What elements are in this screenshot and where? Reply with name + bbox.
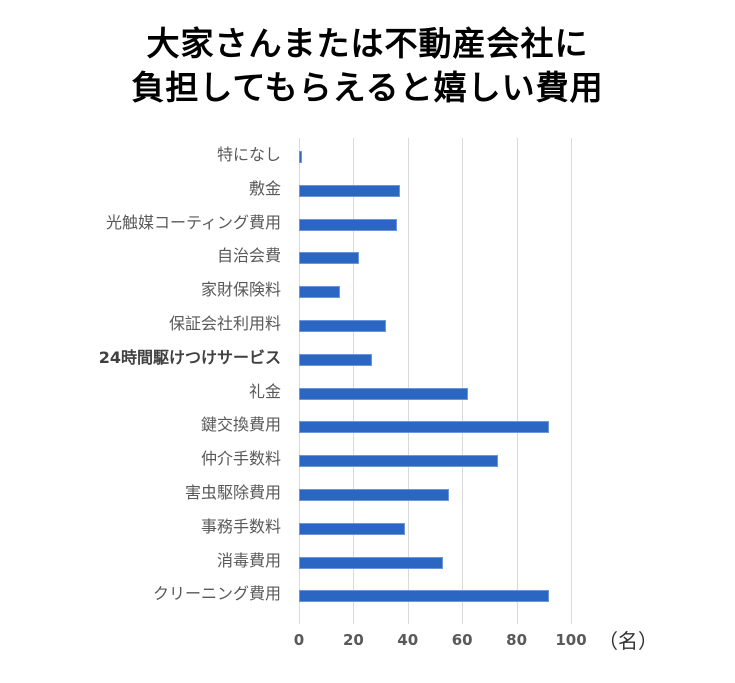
bar (299, 184, 400, 197)
x-tick-label: 40 (397, 631, 419, 649)
gridline (516, 138, 518, 624)
category-label: 24時間駆けつけサービス (98, 347, 281, 367)
x-tick-label: 0 (293, 631, 305, 649)
bar (299, 421, 550, 434)
bar-row: 消毒費用 (217, 546, 599, 580)
bar-row: 家財保険料 (201, 275, 599, 309)
gridline (353, 138, 355, 624)
bar-row: 特になし (217, 140, 599, 174)
category-label: 特になし (216, 145, 281, 164)
category-label: 敷金 (248, 178, 281, 198)
category-label: 害虫駆除費用 (184, 483, 281, 502)
category-label: 保証会社利用料 (168, 314, 281, 333)
bar (299, 455, 498, 468)
plot-area: 特になし敷金光触媒コーティング費用自治会費家財保険料保証会社利用料 24時間駆けつ… (99, 138, 599, 624)
x-tick-label: 20 (342, 631, 364, 649)
category-label: 自治会費 (216, 246, 281, 266)
bar (299, 556, 444, 569)
category-label: 仲介手数料 (200, 449, 281, 469)
bar-row: 礼金 (249, 377, 599, 411)
bar-row: 鍵交換費用 (201, 410, 599, 444)
bar-row: 仲介手数料 (201, 444, 599, 478)
category-label: クリーニング費用 (152, 584, 281, 604)
bar (299, 252, 359, 265)
bar (299, 320, 387, 332)
bar (299, 286, 340, 299)
gridline (462, 138, 464, 624)
bar (299, 218, 397, 231)
gridline (407, 138, 409, 624)
bar-row: クリーニング費用 (153, 579, 599, 613)
gridline (299, 138, 300, 624)
bar-row: 害虫駆除費用 (185, 478, 599, 512)
category-label: 鍵交換費用 (200, 415, 281, 435)
bar (299, 489, 449, 501)
bar-row: 自治会費 (217, 241, 599, 275)
x-axis-unit-label: （名） (598, 629, 658, 653)
bar (299, 151, 302, 163)
chart-title-line-1: 大家さんまたは不動産会社に (146, 24, 589, 63)
x-tick-label: 60 (451, 631, 473, 649)
bar (299, 522, 406, 535)
category-label: 家財保険料 (200, 280, 281, 300)
bar-row: 事務手数料 (201, 512, 599, 546)
bar-row: 24時間駆けつけサービス (99, 343, 599, 377)
bar (299, 590, 550, 603)
category-label: 事務手数料 (200, 516, 281, 536)
bar-row: 敷金 (249, 174, 599, 208)
chart-title-line-2: 負担してもらえると嬉しい費用 (131, 68, 604, 107)
bar-row: 保証会社利用料 (169, 309, 599, 343)
x-tick-label: 80 (506, 631, 528, 649)
category-label: 消毒費用 (216, 550, 281, 570)
bar (299, 387, 468, 400)
bar-row: 光触媒コーティング費用 (106, 208, 599, 242)
category-label: 礼金 (248, 381, 281, 401)
gridline (571, 138, 572, 624)
chart-title: 大家さんまたは不動産会社に 負担してもらえると嬉しい費用 (0, 22, 735, 110)
category-label: 光触媒コーティング費用 (105, 212, 281, 232)
bar (299, 353, 373, 366)
x-tick-label: 100 (555, 631, 587, 649)
